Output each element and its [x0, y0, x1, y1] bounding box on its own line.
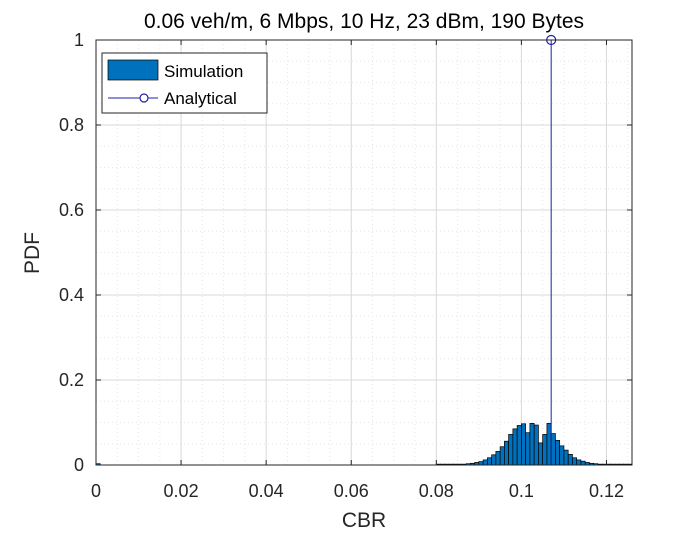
histogram-bar — [491, 454, 497, 466]
histogram-bar — [482, 459, 488, 466]
legend-label-analytical: Analytical — [164, 89, 237, 108]
histogram-bar — [538, 442, 544, 466]
histogram-bar — [512, 428, 518, 466]
y-tick-label: 0 — [74, 455, 84, 475]
histogram-bar — [504, 440, 509, 466]
histogram-bar — [508, 434, 514, 466]
y-tick-label: 0.4 — [59, 285, 84, 305]
histogram-bar — [550, 433, 556, 466]
histogram-bar — [576, 459, 582, 466]
legend-swatch-simulation — [107, 59, 159, 81]
x-tick-label: 0.02 — [164, 481, 199, 501]
minor-grid — [96, 40, 632, 465]
histogram-bar — [542, 434, 548, 466]
histogram-bar — [580, 460, 586, 466]
x-tick-label: 0.12 — [589, 481, 624, 501]
histogram-bar — [572, 457, 578, 466]
histogram-bar — [525, 432, 531, 466]
x-tick-label: 0.06 — [334, 481, 369, 501]
axes-box — [95, 39, 633, 466]
histogram-bar — [546, 423, 552, 466]
y-tick-label: 1 — [74, 30, 84, 50]
x-tick-label: 0.1 — [509, 481, 534, 501]
histogram-bar — [516, 425, 522, 466]
histogram-bar — [563, 449, 569, 466]
histogram-bar — [555, 440, 561, 466]
legend-marker-analytical — [139, 93, 149, 103]
histogram-bar — [533, 424, 539, 466]
x-tick-label: 0.04 — [249, 481, 284, 501]
y-axis-label: PDF — [21, 232, 44, 274]
histogram-bar — [499, 446, 505, 466]
y-tick-label: 0.8 — [59, 115, 84, 135]
axes — [95, 39, 633, 466]
histogram-bar — [559, 445, 565, 466]
histogram-bar — [521, 423, 527, 466]
x-tick-labels: 0 0.02 0.04 0.06 0.08 0.1 0.12 — [91, 481, 624, 501]
histogram-bar — [487, 457, 492, 466]
y-tick-label: 0.2 — [59, 370, 84, 390]
legend-label-simulation: Simulation — [164, 62, 243, 81]
histogram-bar — [478, 461, 484, 466]
legend: Simulation Analytical — [101, 52, 268, 114]
y-tick-label: 0.6 — [59, 200, 84, 220]
x-axis-label: CBR — [342, 509, 386, 532]
chart-title: 0.06 veh/m, 6 Mbps, 10 Hz, 23 dBm, 190 B… — [144, 10, 584, 33]
histogram-bar — [567, 454, 573, 466]
histogram-bar — [495, 451, 501, 466]
x-tick-label: 0 — [91, 481, 101, 501]
x-tick-label: 0.08 — [419, 481, 454, 501]
y-tick-labels: 0 0.2 0.4 0.6 0.8 1 — [59, 30, 84, 475]
histogram-bar — [529, 423, 535, 466]
